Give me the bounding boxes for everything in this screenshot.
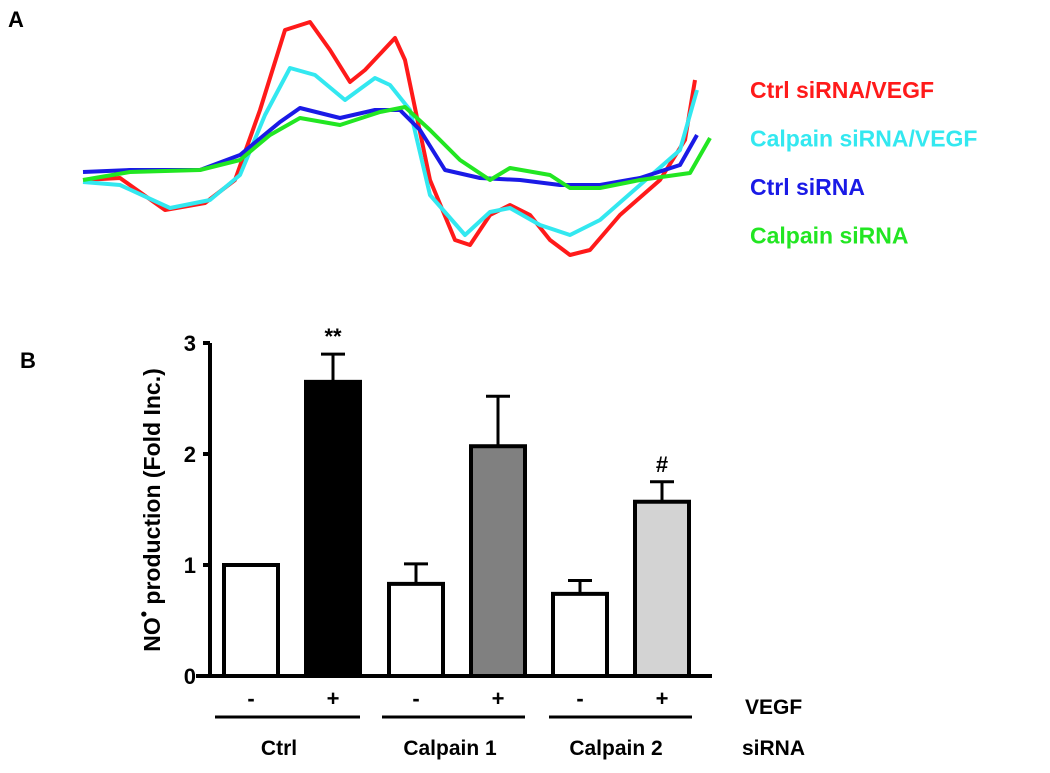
y-axis-label-rest: production (Fold Inc.) xyxy=(139,368,165,611)
bar xyxy=(469,444,527,679)
panel-a-legend: Ctrl siRNA/VEGF Calpain siRNA/VEGF Ctrl si… xyxy=(750,77,977,249)
y-tick-label: 3 xyxy=(184,331,196,356)
panel-b-label: B xyxy=(20,348,36,373)
bar xyxy=(222,563,280,678)
y-axis-label: NO• production (Fold Inc.) xyxy=(134,368,165,652)
legend-entry: Calpain siRNA/VEGF xyxy=(750,126,977,152)
vegf-row-label: VEGF xyxy=(745,696,802,719)
legend-entry: Calpain siRNA xyxy=(750,223,908,249)
radical-dot: • xyxy=(134,611,154,617)
y-tick-label: 0 xyxy=(184,664,196,689)
vegf-sign: - xyxy=(576,686,583,711)
bar xyxy=(304,379,362,678)
vegf-sign: - xyxy=(412,686,419,711)
vegf-sign: + xyxy=(656,686,669,711)
panel-b-axes: - + - + - +0 1 2 3 NO• production (Fold Inc.) VEGF… xyxy=(134,331,805,760)
sirna-row-label: siRNA xyxy=(742,737,805,760)
y-axis-label-no: NO xyxy=(139,617,165,652)
legend-entry: Ctrl siRNA/VEGF xyxy=(750,77,934,103)
sirna-group-label: Ctrl xyxy=(261,737,297,760)
trace-line xyxy=(82,66,699,237)
sirna-group-label: Calpain 2 xyxy=(569,737,662,760)
vegf-sign: - xyxy=(247,686,254,711)
significance-marker: ** xyxy=(324,324,342,349)
vegf-sign: + xyxy=(492,686,505,711)
vegf-sign: + xyxy=(327,686,340,711)
y-tick-label: 2 xyxy=(184,442,196,467)
bar xyxy=(633,499,691,679)
trace-line xyxy=(82,20,697,257)
y-tick-label: 1 xyxy=(184,553,196,578)
bar xyxy=(387,581,445,678)
panel-a-traces xyxy=(82,20,712,257)
bar xyxy=(551,591,609,678)
trace-line xyxy=(82,105,712,190)
panel-b-bars: ** # xyxy=(222,324,691,679)
panel-a-label: A xyxy=(8,7,24,32)
significance-marker: # xyxy=(656,452,668,477)
legend-entry: Ctrl siRNA xyxy=(750,174,865,200)
sirna-group-label: Calpain 1 xyxy=(403,737,497,760)
trace-line xyxy=(82,106,699,187)
